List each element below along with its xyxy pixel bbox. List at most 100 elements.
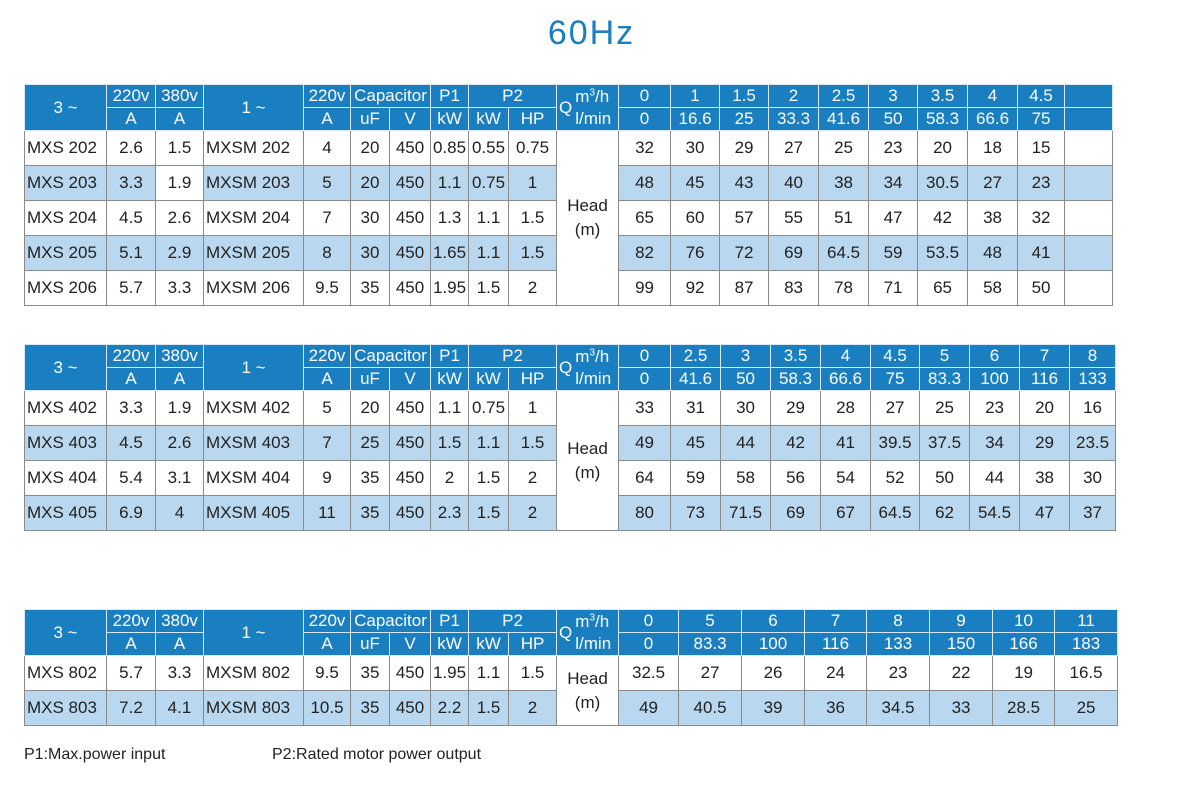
flow-m3h-cell: 3.5 [917, 84, 969, 108]
header-380v: 380v [155, 344, 204, 368]
header-p2: P2 [468, 84, 558, 108]
note-p1: P1:Max.power input [24, 746, 166, 763]
model-single-phase: MXSM 404 [203, 460, 304, 496]
head-value-cell: 65 [618, 200, 672, 236]
capacitor-v: 450 [388, 460, 432, 496]
head-label-cell: Head (m) [556, 130, 620, 306]
head-value-cell: 20 [917, 130, 969, 166]
table-row: MXS 402 3.3 1.9 MXSM 402 5 20 450 1.1 0.75 1 Head(… [24, 390, 1117, 531]
p2-kw: 1.5 [468, 690, 510, 726]
header-unit-uf: uF [350, 367, 390, 391]
flow-m3h-cell: 2.5 [818, 84, 870, 108]
current-380v: 1.5 [155, 130, 204, 166]
current-single-phase: 9.5 [303, 270, 351, 306]
header-p2: P2 [468, 609, 558, 633]
model-single-phase: MXSM 206 [203, 270, 304, 306]
current-single-phase: 7 [303, 200, 351, 236]
head-value-cell: 67 [820, 495, 872, 531]
head-value-cell: 16.5 [1054, 655, 1119, 691]
head-value-cell [1064, 200, 1114, 236]
current-380v: 3.3 [155, 655, 204, 691]
p2-hp: 1.5 [508, 200, 558, 236]
p1-kw: 1.95 [430, 655, 470, 691]
p1-kw: 0.85 [430, 130, 470, 166]
head-value-cell: 37.5 [919, 425, 971, 461]
header-three-phase: 3 ~ [24, 84, 107, 131]
current-380v: 2.9 [155, 235, 204, 271]
header-unit-a-single: A [303, 632, 351, 656]
head-value-cell: 65 [917, 270, 969, 306]
head-value-cell: 73 [670, 495, 722, 531]
flow-lmin-cell: 116 [804, 632, 868, 656]
flow-lmin-cell: 50 [720, 367, 772, 391]
head-value-cell: 41 [1017, 235, 1066, 271]
model-single-phase: MXSM 405 [203, 495, 304, 531]
flow-lmin-cell: 58.3 [770, 367, 822, 391]
p1-kw: 1.5 [430, 425, 470, 461]
header-unit-a-380v: A [155, 632, 204, 656]
head-value-cell: 57 [719, 200, 770, 236]
current-220v: 6.9 [106, 495, 156, 531]
head-value-cell: 37 [1069, 495, 1117, 531]
capacitor-uf: 35 [350, 495, 390, 531]
header-380v: 380v [155, 609, 204, 633]
head-value-cell [1064, 235, 1114, 271]
head-value-cell: 40.5 [678, 690, 743, 726]
model-three-phase: MXS 205 [24, 235, 107, 271]
head-value-cell: 34.5 [866, 690, 931, 726]
flow-unit-lmin: l/min [575, 368, 612, 388]
header-unit-kw-p2: kW [468, 367, 510, 391]
head-value-cell: 87 [719, 270, 770, 306]
head-value-cell: 54 [820, 460, 872, 496]
table-row: MXS 206 5.7 3.3 MXSM 206 9.5 35 450 1.95 1.5 2 99 9… [24, 270, 1114, 306]
model-three-phase: MXS 403 [24, 425, 107, 461]
head-value-cell: 38 [1019, 460, 1071, 496]
capacitor-v: 450 [388, 270, 432, 306]
flow-m3h-cell: 0 [618, 84, 672, 108]
current-single-phase: 5 [303, 165, 351, 201]
head-value-cell: 44 [969, 460, 1021, 496]
head-value-cell: 53.5 [917, 235, 969, 271]
head-label-cell: Head (m) [556, 655, 620, 726]
head-label: Head [567, 196, 608, 215]
model-single-phase: MXSM 803 [203, 690, 304, 726]
header-unit-uf: uF [350, 107, 390, 131]
flow-m3h-cell: 4 [967, 84, 1019, 108]
flow-lmin-cell: 100 [969, 367, 1021, 391]
head-value-cell: 30 [720, 390, 772, 426]
capacitor-v: 450 [388, 130, 432, 166]
p2-hp: 1.5 [508, 425, 558, 461]
head-value-cell: 43 [719, 165, 770, 201]
header-unit-hp: HP [508, 107, 558, 131]
head-value-cell: 30 [1069, 460, 1117, 496]
flow-m3h-cell: 4 [820, 344, 872, 368]
flow-lmin-cell: 75 [870, 367, 921, 391]
p2-kw: 1.1 [468, 655, 510, 691]
p1-kw: 2.2 [430, 690, 470, 726]
flow-lmin-cell: 183 [1054, 632, 1119, 656]
p2-kw: 1.1 [468, 235, 510, 271]
head-value-cell: 39 [741, 690, 806, 726]
model-single-phase: MXSM 202 [203, 130, 304, 166]
flow-lmin-cell: 150 [929, 632, 994, 656]
flow-m3h-cell: 7 [1019, 344, 1071, 368]
header-unit-kw-p1: kW [430, 632, 470, 656]
head-value-cell: 42 [917, 200, 969, 236]
model-three-phase: MXS 405 [24, 495, 107, 531]
p2-hp: 1 [508, 165, 558, 201]
head-value-cell: 32 [618, 130, 672, 166]
current-220v: 4.5 [106, 425, 156, 461]
flow-m3h-cell: 1 [670, 84, 721, 108]
flow-m3h-cell: 6 [969, 344, 1021, 368]
model-three-phase: MXS 206 [24, 270, 107, 306]
head-value-cell: 40 [768, 165, 820, 201]
note-p2: P2:Rated motor power output [272, 746, 482, 763]
head-value-cell: 83 [768, 270, 820, 306]
head-value-cell: 28.5 [992, 690, 1056, 726]
model-single-phase: MXSM 205 [203, 235, 304, 271]
head-value-cell: 34 [868, 165, 919, 201]
head-value-cell: 23 [969, 390, 1021, 426]
